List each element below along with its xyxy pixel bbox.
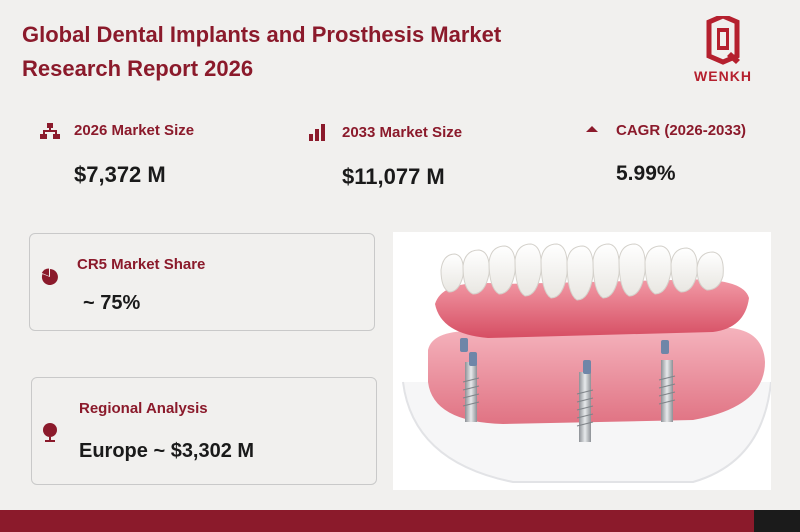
stat-value: $7,372 M [74, 162, 166, 187]
card-value: ~ 75% [83, 292, 141, 314]
card-label: Regional Analysis [79, 400, 208, 417]
card-cr5-market-share: CR5 Market Share ~ 75% [29, 233, 375, 331]
pie-chart-icon [41, 268, 59, 286]
brand-name: WENKH [694, 68, 752, 84]
stat-label: 2026 Market Size [74, 122, 195, 139]
triangle-up-icon [582, 122, 602, 140]
stat-value: $11,077 M [342, 164, 445, 189]
page-title: Global Dental Implants and Prosthesis Ma… [22, 18, 622, 86]
card-regional-analysis: Regional Analysis Europe ~ $3,302 M [31, 377, 377, 485]
stat-label: CAGR (2026-2033) [616, 122, 747, 139]
bar-chart-icon [308, 124, 328, 142]
brand-logo: WENKH [676, 13, 770, 88]
stat-2033-market-size: 2033 Market Size $11,077 M [308, 124, 538, 196]
brand-logo-mark [706, 13, 740, 65]
dental-prosthesis-image [393, 232, 771, 490]
card-value: Europe ~ $3,302 M [79, 440, 255, 462]
globe-icon [41, 422, 59, 442]
stat-2026-market-size: 2026 Market Size $7,372 M [40, 122, 270, 194]
footer-bar [0, 510, 800, 532]
title-line-1: Global Dental Implants and Prosthesis Ma… [22, 22, 502, 47]
hierarchy-icon [40, 122, 60, 140]
stat-value: 5.99% [616, 162, 676, 185]
card-label: CR5 Market Share [77, 256, 206, 273]
stat-cagr: CAGR (2026-2033) 5.99% [582, 122, 782, 194]
title-line-2: Research Report 2026 [22, 56, 254, 81]
footer-accent [754, 510, 800, 532]
stat-label: 2033 Market Size [342, 124, 463, 141]
